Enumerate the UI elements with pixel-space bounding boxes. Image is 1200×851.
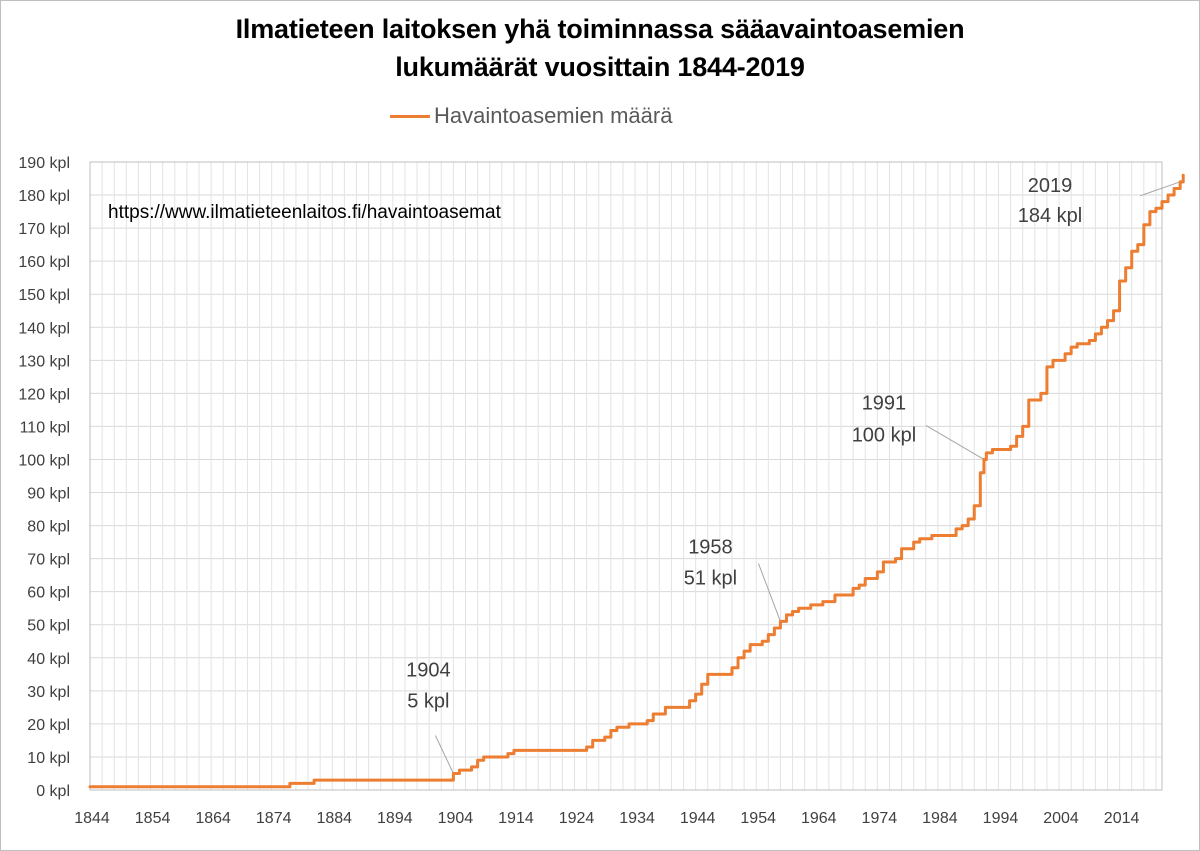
annotation-leader [1140,181,1181,197]
y-tick-label: 190 kpl [18,155,70,172]
x-tick-label: 1934 [619,810,655,827]
y-tick-label: 20 kpl [27,717,70,734]
y-tick-label: 40 kpl [27,651,70,668]
chart-title: Ilmatieteen laitoksen yhä toiminnassa sä… [235,14,965,44]
x-tick-label: 1984 [922,810,958,827]
x-tick-label: 1844 [74,810,110,827]
y-tick-label: 50 kpl [27,618,70,635]
x-tick-label: 1894 [377,810,413,827]
annotation-count: 51 kpl [684,567,737,589]
x-tick-label: 1994 [983,810,1019,827]
y-tick-label: 130 kpl [18,353,70,370]
x-tick-label: 2014 [1104,810,1140,827]
x-tick-label: 1854 [135,810,171,827]
x-tick-label: 1954 [740,810,776,827]
legend-label: Havaintoasemien määrä [434,103,673,128]
annotation-count: 100 kpl [852,424,917,446]
y-tick-label: 10 kpl [27,750,70,767]
y-tick-label: 120 kpl [18,386,70,403]
x-tick-label: 1904 [438,810,474,827]
annotation-leader [757,563,781,622]
x-tick-label: 1974 [862,810,898,827]
x-tick-label: 1884 [316,810,352,827]
annotation-count: 184 kpl [1018,205,1083,227]
y-tick-label: 70 kpl [27,552,70,569]
y-tick-label: 80 kpl [27,519,70,536]
series-line [88,173,1185,789]
annotation-year: 1991 [862,392,907,414]
x-tick-label: 1914 [498,810,534,827]
y-tick-label: 150 kpl [18,287,70,304]
chart-subtitle: lukumäärät vuosittain 1844-2019 [395,52,805,82]
x-tick-label: 1964 [801,810,837,827]
annotation-leader [925,425,985,460]
x-tick-label: 1924 [559,810,595,827]
legend-swatch [390,115,430,118]
annotation-count: 5 kpl [407,690,449,712]
annotation-year: 2019 [1028,175,1073,197]
annotation-year: 1904 [406,659,451,681]
y-tick-label: 0 kpl [36,783,70,800]
y-tick-label: 100 kpl [18,452,70,469]
y-tick-label: 140 kpl [18,320,70,337]
y-tick-label: 110 kpl [20,419,70,436]
y-tick-label: 90 kpl [27,486,70,503]
x-tick-label: 1864 [195,810,231,827]
y-tick-label: 170 kpl [18,221,70,238]
plot-border [89,161,1163,791]
x-tick-label: 2004 [1043,810,1079,827]
annotation-year: 1958 [688,536,733,558]
y-tick-label: 160 kpl [18,254,70,271]
x-tick-label: 1944 [680,810,716,827]
y-tick-label: 30 kpl [27,684,70,701]
y-tick-label: 180 kpl [18,188,70,205]
x-tick-label: 1874 [256,810,292,827]
annotation-leader [434,735,454,774]
y-tick-label: 60 kpl [27,585,70,602]
source-url: https://www.ilmatieteenlaitos.fi/havaint… [108,202,502,223]
